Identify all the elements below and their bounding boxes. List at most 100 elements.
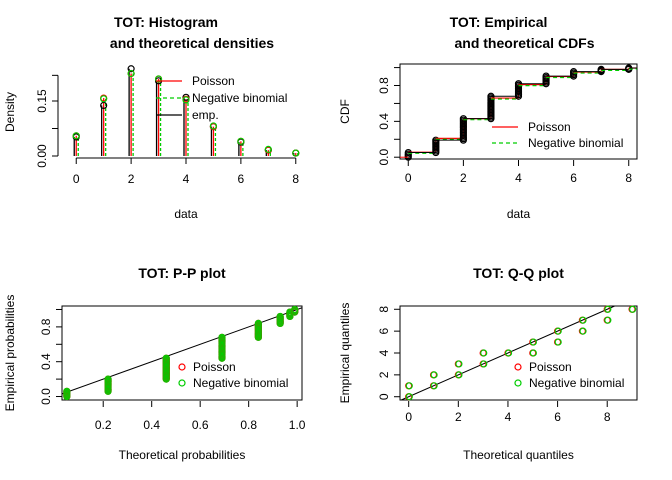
qq-negbin-point xyxy=(579,327,587,335)
pp-negbin-point xyxy=(63,387,71,395)
identity-line xyxy=(61,307,303,395)
x-tick-label: 0.6 xyxy=(192,418,209,432)
x-axis-label: data xyxy=(507,207,531,221)
pp-plot-panel: TOT: P-P plot Theoretical probabilities Em… xyxy=(3,265,306,462)
y-tick-label: 0.0 xyxy=(39,388,53,405)
qq-negbin-point xyxy=(604,316,612,324)
y-tick-label: 6 xyxy=(377,327,391,334)
x-tick-label: 4 xyxy=(515,171,522,185)
y-tick-label: 0 xyxy=(377,393,391,400)
qq-negbin-point xyxy=(629,305,637,313)
y-tick-label: 0.15 xyxy=(35,89,49,113)
chart-title-line-2: and theoretical densities xyxy=(110,35,274,51)
x-tick-label: 2 xyxy=(460,171,467,185)
legend-poisson-label: Poisson xyxy=(529,360,572,374)
pp-negbin-point xyxy=(104,375,112,383)
qq-negbin-point xyxy=(504,349,513,357)
legend-negbin-label: Negative binomial xyxy=(192,91,287,105)
chart-title-line-1: TOT: Histogram xyxy=(114,14,218,30)
legend-negbin-swatch xyxy=(514,379,522,387)
plot-frame xyxy=(399,63,638,160)
plot-frame xyxy=(61,305,303,401)
x-tick-label: 0.8 xyxy=(240,418,257,432)
negbin-density-point xyxy=(264,145,272,153)
y-axis-label: Density xyxy=(3,92,17,132)
x-tick-label: 8 xyxy=(292,172,299,186)
x-tick-label: 6 xyxy=(570,171,577,185)
chart-title-line-2: and theoretical CDFs xyxy=(454,35,594,51)
qq-negbin-point xyxy=(529,338,537,346)
x-tick-label: 0.2 xyxy=(95,418,112,432)
legend-negbin-swatch xyxy=(178,379,186,387)
qq-negbin-point xyxy=(529,349,537,357)
y-axis-label: Empirical quantiles xyxy=(338,303,352,404)
x-tick-label: 2 xyxy=(455,410,462,424)
negbin-density-point xyxy=(209,122,218,130)
y-tick-label: 0.8 xyxy=(377,77,391,94)
qq-negbin-point xyxy=(480,349,488,357)
qq-negbin-point xyxy=(455,371,463,379)
x-axis-label: Theoretical quantiles xyxy=(463,448,574,462)
y-tick-label: 2 xyxy=(377,371,391,378)
x-tick-label: 1.0 xyxy=(289,418,306,432)
y-tick-label: 0.0 xyxy=(377,149,391,166)
negbin-density-point xyxy=(72,132,80,140)
legend-negbin-label: Negative binomial xyxy=(528,136,623,150)
negbin-density-point xyxy=(154,75,163,83)
x-tick-label: 0.4 xyxy=(143,418,160,432)
x-tick-label: 6 xyxy=(554,410,561,424)
qq-negbin-point xyxy=(480,360,488,368)
qq-negbin-point xyxy=(455,360,463,368)
y-tick-label: 0.4 xyxy=(39,353,53,370)
x-tick-label: 4 xyxy=(505,410,512,424)
qq-negbin-point xyxy=(430,382,438,390)
pp-negbin-point xyxy=(218,333,226,341)
legend-emp-label: emp. xyxy=(192,108,219,122)
cdf-panel: TOT: Empirical and theoretical CDFs data CD… xyxy=(338,14,638,221)
y-axis-label: CDF xyxy=(338,99,352,124)
y-tick-label: 0.8 xyxy=(39,318,53,335)
negbin-density-point xyxy=(100,95,108,103)
y-tick-label: 0.4 xyxy=(377,113,391,130)
y-tick-label: 8 xyxy=(377,306,391,313)
x-tick-label: 8 xyxy=(604,410,611,424)
chart-title: TOT: P-P plot xyxy=(138,265,226,281)
legend-negbin-label: Negative binomial xyxy=(529,376,624,390)
x-tick-label: 0 xyxy=(405,410,412,424)
x-tick-label: 2 xyxy=(128,172,135,186)
emp-density-point xyxy=(127,65,135,73)
qq-negbin-point xyxy=(579,316,587,324)
qq-negbin-point xyxy=(405,393,413,401)
legend-poisson-swatch xyxy=(514,363,522,371)
legend-poisson-swatch xyxy=(178,363,186,371)
pp-negbin-point xyxy=(291,305,299,314)
legend-poisson-label: Poisson xyxy=(192,74,235,88)
pp-negbin-point xyxy=(254,319,262,328)
x-tick-label: 0 xyxy=(405,171,412,185)
legend-negbin-label: Negative binomial xyxy=(193,376,288,390)
x-tick-label: 6 xyxy=(238,172,245,186)
negbin-density-point xyxy=(127,69,135,78)
qq-plot-panel: TOT: Q-Q plot Theoretical quantiles Empiri… xyxy=(338,265,638,462)
qq-negbin-point xyxy=(604,305,612,313)
qq-negbin-point xyxy=(430,371,438,379)
negbin-density-point xyxy=(182,96,190,104)
x-tick-label: 0 xyxy=(73,172,80,186)
x-tick-label: 4 xyxy=(183,172,190,186)
qq-negbin-point xyxy=(554,338,562,346)
legend-poisson-label: Poisson xyxy=(193,360,236,374)
x-tick-label: 8 xyxy=(625,171,632,185)
y-tick-label: 4 xyxy=(377,349,391,356)
legend-poisson-label: Poisson xyxy=(528,120,571,134)
negbin-density-point xyxy=(237,137,245,145)
chart-title-line-1: TOT: Empirical xyxy=(450,14,548,30)
y-tick-label: 0.00 xyxy=(35,144,49,168)
negbin-density-point xyxy=(292,149,300,157)
qq-negbin-point xyxy=(405,382,413,390)
chart-title: TOT: Q-Q plot xyxy=(473,265,564,281)
histogram-panel: TOT: Histogram and theoretical densities d… xyxy=(3,14,299,221)
pp-negbin-point xyxy=(162,354,170,362)
x-axis-label: data xyxy=(174,207,198,221)
x-axis-label: Theoretical probabilities xyxy=(119,448,246,462)
